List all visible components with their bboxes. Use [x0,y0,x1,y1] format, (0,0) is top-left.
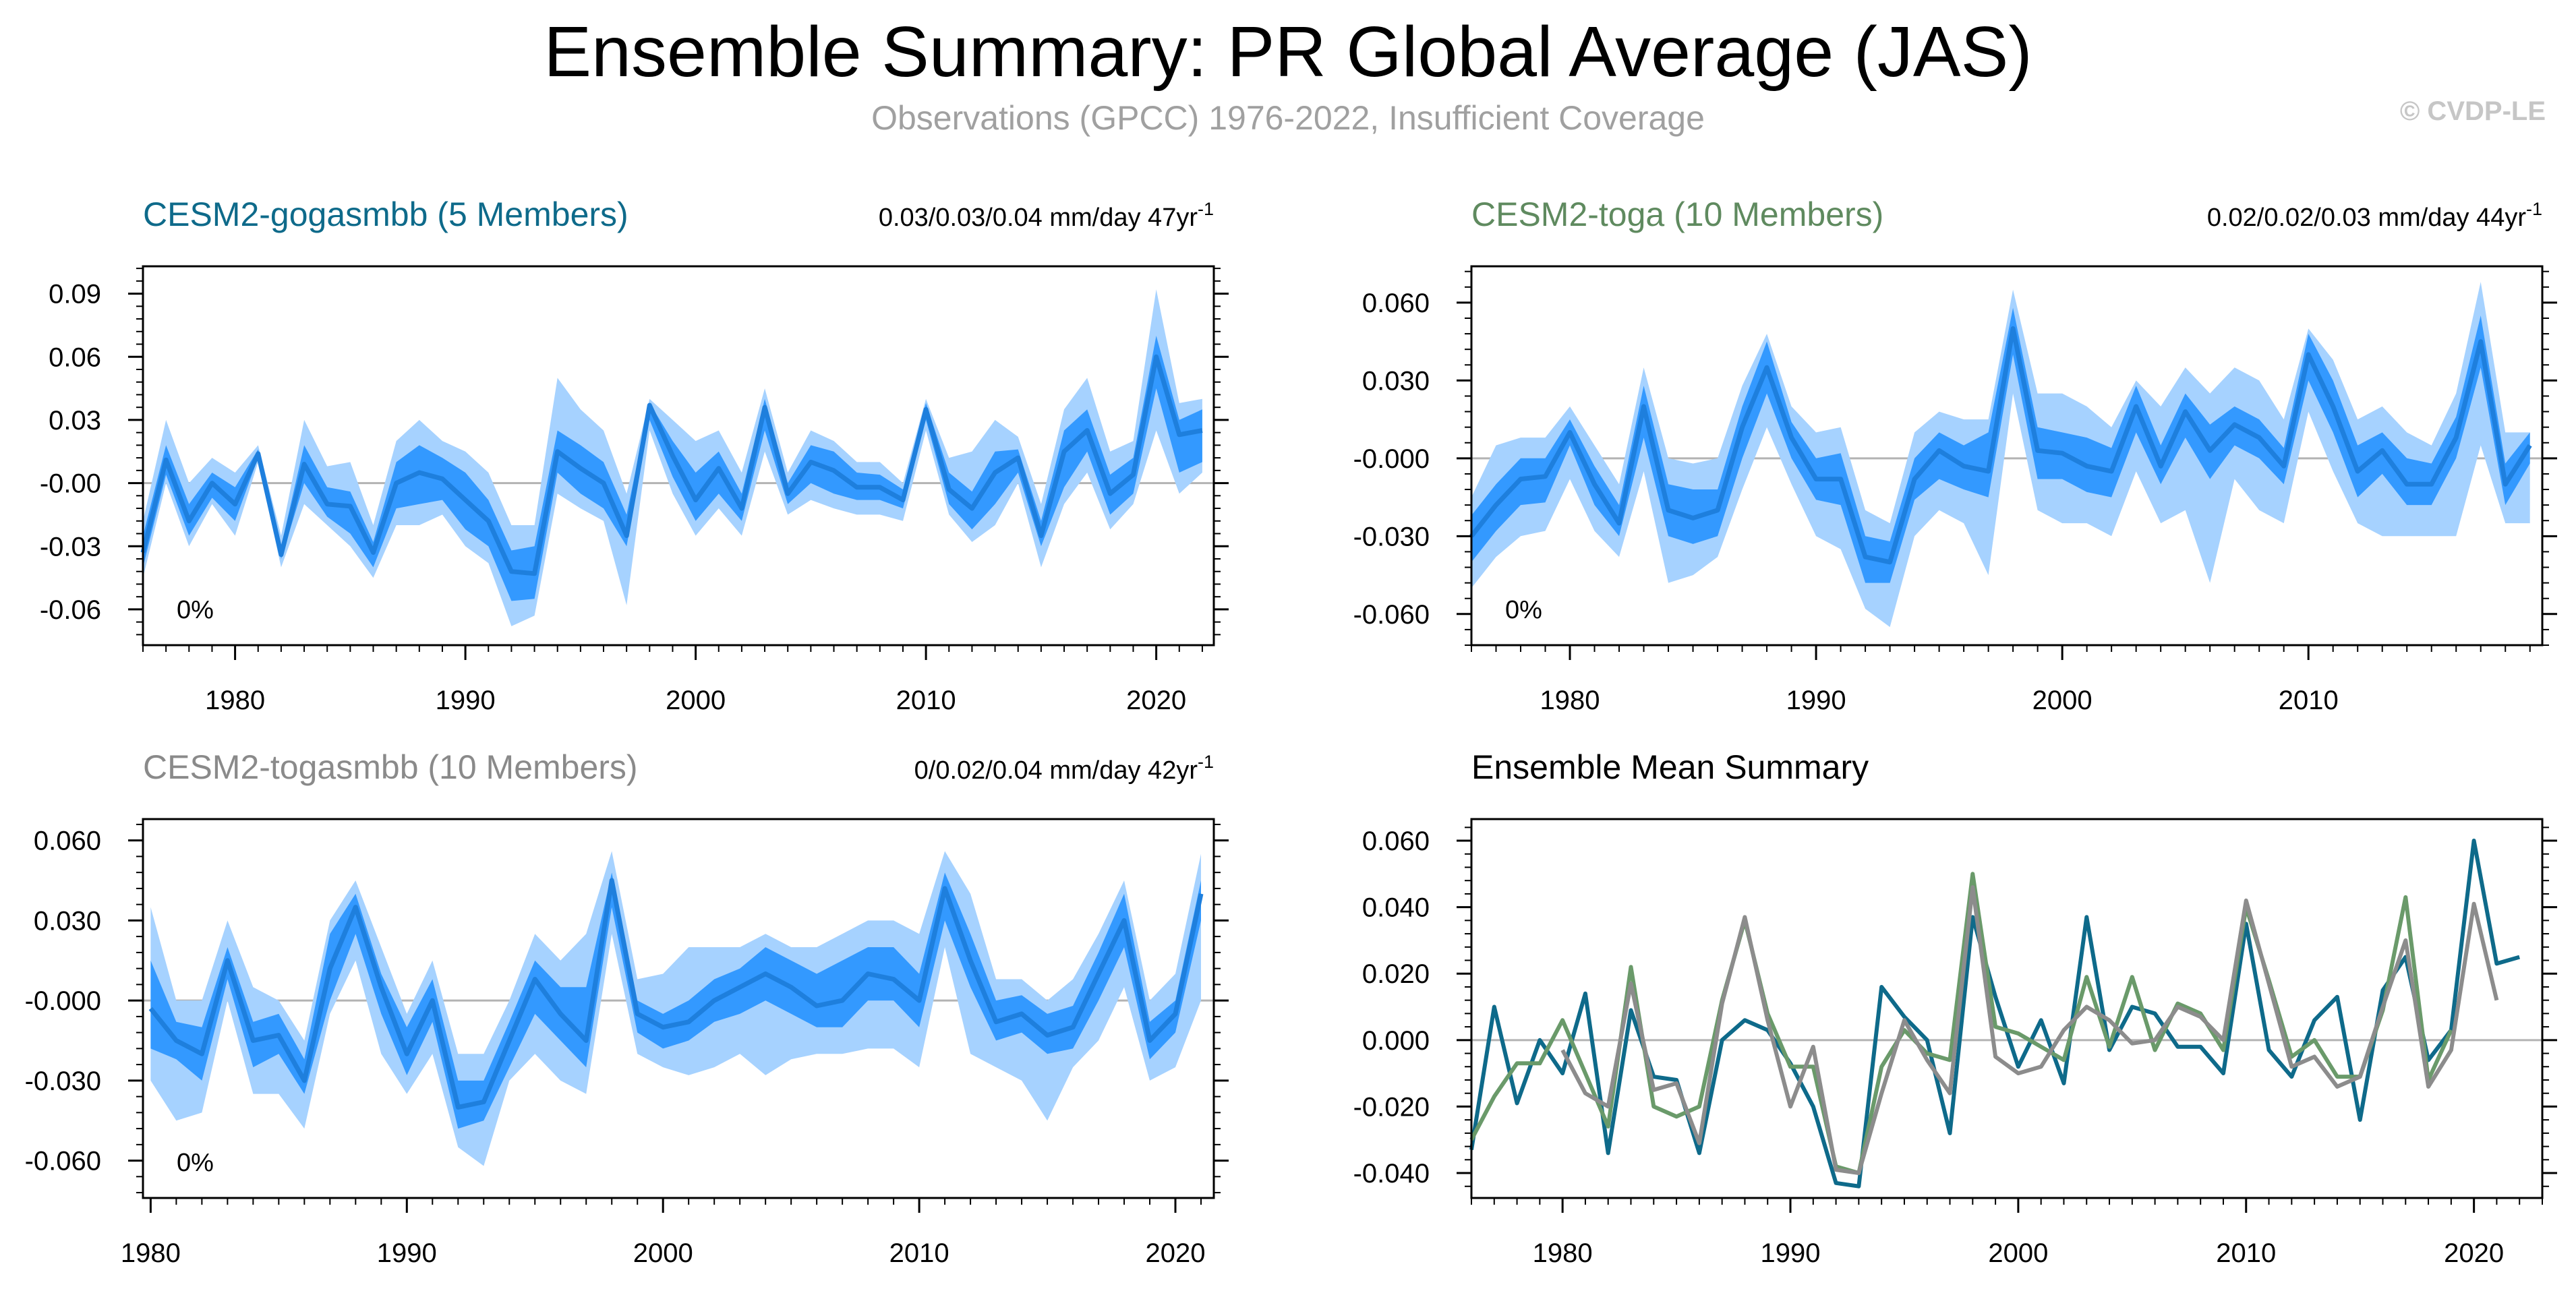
credit-label: © CVDP-LE [2399,96,2546,126]
x-tick-label: 2010 [889,1238,949,1268]
plot-frame [142,818,1215,1199]
x-tick-label: 2010 [896,686,956,715]
chart-title: Ensemble Mean Summary [1471,748,1869,786]
y-tick-label: 0.000 [1362,1026,1430,1056]
page-title: Ensemble Summary: PR Global Average (JAS… [544,12,2032,92]
chart-toga: CESM2-toga (10 Members) 0.02/0.02/0.03 mm… [1353,196,2557,715]
y-tick-label: -0.030 [25,1067,101,1096]
y-tick-label: 0.09 [49,280,101,309]
y-tick-label: -0.060 [1353,600,1430,630]
y-tick-label: -0.00 [40,469,101,499]
chart-ensmean: Ensemble Mean Summary 0.060 0.040 0.020 0.00… [1353,748,2557,1268]
spread-band-inner [150,872,1201,1129]
y-tick-label: 0.020 [1362,959,1430,989]
y-tick-label: 0.060 [1362,289,1430,318]
y-tick-label: 0.03 [49,406,101,436]
x-tick-label: 2020 [2444,1238,2504,1268]
y-tick-label: 0.06 [49,342,101,372]
page-subtitle: Observations (GPCC) 1976-2022, Insuffici… [871,99,1705,137]
x-tick-label: 2000 [633,1238,693,1268]
y-tick-label: 0.040 [1362,893,1430,923]
chart-stats: 0.03/0.03/0.04 mm/day 47yr-1 [879,199,1214,232]
y-tick-label: 0.030 [34,906,101,936]
x-tick-label: 1990 [1786,686,1846,715]
y-tick-label: 0.030 [1362,366,1430,396]
y-tick-label: -0.060 [25,1147,101,1176]
y-tick-label: 0.060 [34,827,101,856]
ensemble-mean-line [140,354,1203,576]
percent-label: 0% [177,596,214,624]
x-tick-label: 1980 [1533,1238,1593,1268]
chart-title: CESM2-togasmbb (10 Members) [143,748,638,786]
y-tick-label: -0.020 [1353,1092,1430,1122]
series-line-cesm2-togasmbb [1560,885,2499,1175]
ensemble-mean-line [148,878,1204,1110]
x-tick-label: 1990 [1761,1238,1821,1268]
ensemble-mean-line [1469,326,2532,565]
y-tick-label: -0.040 [1353,1159,1430,1189]
plot-frame [142,265,1215,647]
x-tick-label: 1980 [205,686,265,715]
x-tick-label: 2010 [2279,686,2339,715]
chart-togasmbb: CESM2-togasmbb (10 Members) 0/0.02/0.04 m… [25,748,1229,1268]
x-tick-label: 2000 [2032,686,2092,715]
plot-frame [1470,265,2544,647]
x-tick-label: 2020 [1126,686,1186,715]
chart-gogasmbb: CESM2-gogasmbb (5 Members) 0.03/0.03/0.04… [40,196,1229,715]
x-tick-label: 1980 [1540,686,1600,715]
chart-stats-unit-exponent: -1 [1198,752,1214,772]
chart-stats-value: 0.02/0.02/0.03 mm/day 44yr [2207,204,2527,232]
spread-band-inner [143,336,1202,601]
chart-stats-value: 0/0.02/0.04 mm/day 42yr [914,756,1198,785]
x-tick-label: 1990 [436,686,496,715]
spread-band-outer [1471,282,2530,628]
chart-stats: 0.02/0.02/0.03 mm/day 44yr-1 [2207,199,2542,232]
x-tick-label: 1980 [121,1238,181,1268]
y-tick-label: -0.030 [1353,522,1430,551]
y-tick-label: -0.06 [40,595,101,625]
chart-stats: 0/0.02/0.04 mm/day 42yr-1 [914,752,1214,785]
y-tick-label: 0.060 [1362,827,1430,856]
chart-stats-unit-exponent: -1 [1198,199,1214,219]
chart-title: CESM2-toga (10 Members) [1471,196,1883,233]
series-line-cesm2-toga [1469,872,2453,1175]
y-tick-label: -0.000 [25,986,101,1016]
x-tick-label: 2000 [1988,1238,2048,1268]
plot-frame [1470,818,2544,1199]
y-tick-label: -0.000 [1353,444,1430,474]
percent-label: 0% [177,1149,214,1177]
chart-stats-unit-exponent: -1 [2526,199,2542,219]
percent-label: 0% [1505,596,1542,624]
x-tick-label: 2010 [2216,1238,2276,1268]
y-tick-label: -0.03 [40,532,101,562]
x-tick-label: 2020 [1146,1238,1206,1268]
x-tick-label: 1990 [377,1238,437,1268]
chart-stats-value: 0.03/0.03/0.04 mm/day 47yr [879,204,1198,232]
chart-title: CESM2-gogasmbb (5 Members) [143,196,628,233]
x-tick-label: 2000 [666,686,726,715]
